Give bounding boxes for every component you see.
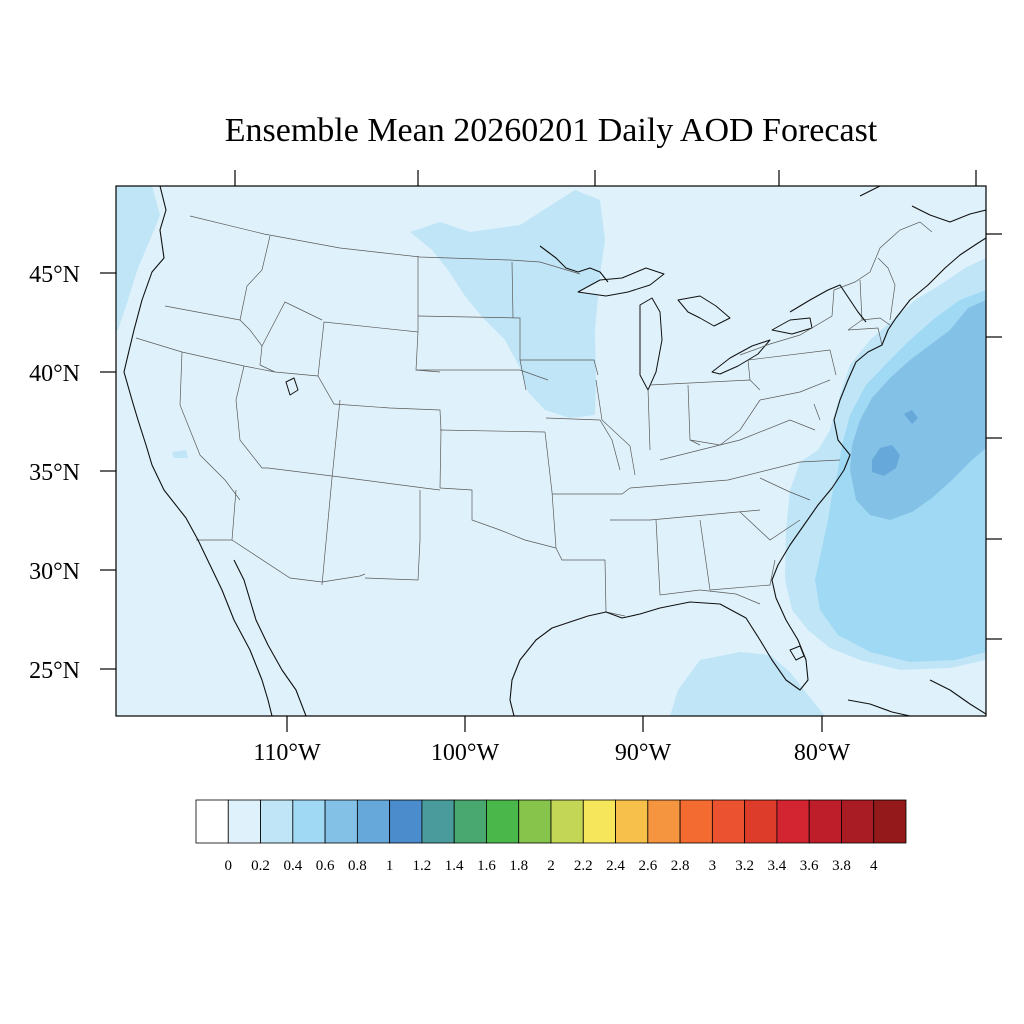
colorbar-label: 1.6: [477, 858, 496, 874]
colorbar-swatch: [195, 799, 229, 844]
colorbar-label: 2.6: [638, 858, 657, 874]
colorbar-label: 1.8: [509, 858, 528, 874]
colorbar-label: 4: [870, 858, 878, 874]
longitude-labels: 110°W 100°W 90°W 80°W: [253, 740, 850, 766]
map-ticks: [100, 170, 1002, 732]
colorbar-swatch: [808, 799, 842, 844]
colorbar-swatch: [421, 799, 455, 844]
colorbar-swatch: [260, 799, 294, 844]
colorbar-swatch: [647, 799, 681, 844]
colorbar-swatch: [486, 799, 520, 844]
map-title: Ensemble Mean 20260201 Daily AOD Forecas…: [225, 112, 878, 149]
colorbar-label: 0.8: [348, 858, 367, 874]
colorbar-label: 3.8: [832, 858, 851, 874]
colorbar-swatch: [711, 799, 746, 844]
colorbar-swatch: [550, 799, 584, 844]
colorbar-swatch: [356, 799, 391, 844]
colorbar-swatch: [389, 799, 423, 844]
colorbar-label: 1: [386, 858, 394, 874]
colorbar-label: 3.2: [735, 858, 754, 874]
colorbar-label: 1.4: [445, 858, 464, 874]
colorbar-swatch: [324, 799, 358, 844]
colorbar-label: 0.4: [283, 858, 302, 874]
lon-label: 110°W: [253, 740, 321, 766]
lat-label: 40°N: [29, 361, 80, 387]
colorbar-swatch: [292, 799, 326, 844]
colorbar-label: 0.6: [316, 858, 335, 874]
colorbar-label: 2.4: [606, 858, 625, 874]
colorbar-swatch: [776, 799, 810, 844]
colorbar-label: 2: [547, 858, 555, 874]
coastlines: [123, 186, 986, 716]
colorbar-label: 0.2: [251, 858, 270, 874]
lon-label: 90°W: [615, 740, 672, 766]
lat-label: 35°N: [29, 460, 80, 486]
lat-label: 30°N: [29, 559, 80, 585]
colorbar-swatch: [227, 799, 261, 844]
colorbar-swatch: [744, 799, 778, 844]
map-frame: [115, 185, 987, 717]
lon-label: 100°W: [431, 740, 500, 766]
colorbar-swatch: [518, 799, 552, 844]
colorbar-label: 2.2: [574, 858, 593, 874]
colorbar-label: 2.8: [671, 858, 690, 874]
colorbar-swatch: [873, 799, 907, 844]
colorbar-swatch: [841, 799, 875, 844]
aod-level-0-8: [872, 410, 918, 476]
colorbar-label: 3.6: [800, 858, 819, 874]
colorbar-label: 3.4: [768, 858, 787, 874]
great-lakes: [285, 267, 813, 661]
colorbar-swatch: [615, 799, 649, 844]
latitude-labels: 45°N 40°N 35°N 30°N 25°N: [29, 262, 80, 684]
colorbar-swatch: [679, 799, 713, 844]
colorbar-label: 1.2: [413, 858, 432, 874]
lon-label: 80°W: [794, 740, 851, 766]
colorbar-label: 3: [709, 858, 717, 874]
map-panel: [116, 186, 986, 716]
colorbar: 0 0.2 0.4 0.6 0.8 1 1.2 1.4 1.6 1.8 2 2.2 2.4 2.6 2.8 3…: [195, 799, 907, 874]
lat-label: 25°N: [29, 658, 80, 684]
colorbar-swatch: [582, 799, 616, 844]
colorbar-swatch: [453, 799, 487, 844]
colorbar-label: 0: [225, 858, 233, 874]
state-boundaries: [135, 215, 933, 617]
lat-label: 45°N: [29, 262, 80, 288]
